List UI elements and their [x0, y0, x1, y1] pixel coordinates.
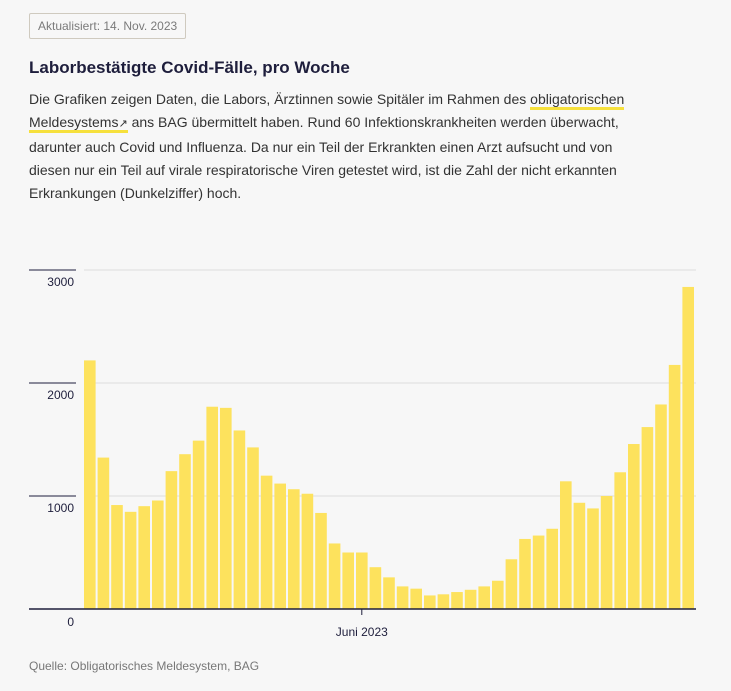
bar	[668, 364, 681, 609]
bar	[519, 538, 531, 609]
xtick-label: Juni 2023	[336, 625, 388, 639]
bar	[247, 447, 259, 609]
bar	[505, 559, 518, 609]
bar	[206, 406, 218, 609]
bar	[165, 471, 178, 609]
bar	[233, 430, 246, 609]
lead-text: Die Grafiken zeigen Daten, die Labors, Ä…	[29, 88, 639, 205]
bar	[111, 505, 123, 609]
chart-title: Laborbestätigte Covid-Fälle, pro Woche	[29, 58, 350, 77]
source-note: Quelle: Obligatorisches Meldesystem, BAG	[29, 659, 260, 673]
lead-before: Die Grafiken zeigen Daten, die Labors, Ä…	[29, 91, 531, 107]
bar	[97, 457, 110, 609]
bar	[383, 577, 395, 609]
bar	[124, 511, 137, 609]
axis-layer: 0 1000 2000 3000 Juni 2023	[29, 275, 696, 639]
lead-after: ans BAG übermittelt haben. Rund 60 Infek…	[29, 114, 619, 201]
bar	[682, 286, 694, 609]
bar	[492, 580, 504, 609]
updated-badge: Aktualisiert: 14. Nov. 2023	[29, 13, 187, 39]
bar	[328, 543, 341, 609]
grid-layer	[29, 269, 696, 497]
bar	[301, 493, 314, 609]
meldesystem-link[interactable]: obligatorischen Meldesystems↗	[29, 91, 625, 133]
bar-layer	[84, 286, 694, 609]
bar	[288, 489, 300, 609]
ytick-label-3000: 3000	[47, 275, 74, 289]
bar	[84, 360, 96, 609]
bar	[560, 481, 572, 609]
bar	[532, 535, 545, 609]
bar	[192, 440, 205, 609]
ytick-label-2000: 2000	[47, 388, 74, 402]
bar	[655, 404, 667, 609]
bar-chart: 0 1000 2000 3000 Juni 2023	[29, 269, 696, 639]
bar	[410, 588, 422, 609]
bar	[152, 500, 164, 609]
bar	[315, 512, 327, 609]
bar	[478, 586, 490, 609]
bar	[641, 427, 654, 609]
bar	[356, 552, 368, 609]
bar	[220, 407, 232, 609]
bar	[451, 592, 463, 609]
bar	[587, 508, 599, 609]
external-link-icon: ↗	[118, 118, 128, 130]
bar	[546, 528, 558, 609]
bar	[179, 454, 191, 609]
ytick-label-1000: 1000	[47, 501, 74, 515]
bar	[628, 444, 640, 609]
bar	[342, 552, 354, 609]
meldesystem-link-label: obligatorischen Meldesystems	[29, 91, 625, 130]
bar	[424, 595, 436, 609]
bar	[260, 475, 273, 609]
bar	[274, 483, 286, 609]
bar	[600, 496, 613, 609]
bar	[614, 472, 626, 609]
bar	[138, 506, 150, 609]
ytick-label-0: 0	[67, 615, 74, 629]
bar	[396, 586, 409, 609]
bar	[464, 589, 477, 609]
bar	[369, 567, 382, 609]
bar	[437, 594, 450, 609]
bar	[573, 502, 586, 609]
